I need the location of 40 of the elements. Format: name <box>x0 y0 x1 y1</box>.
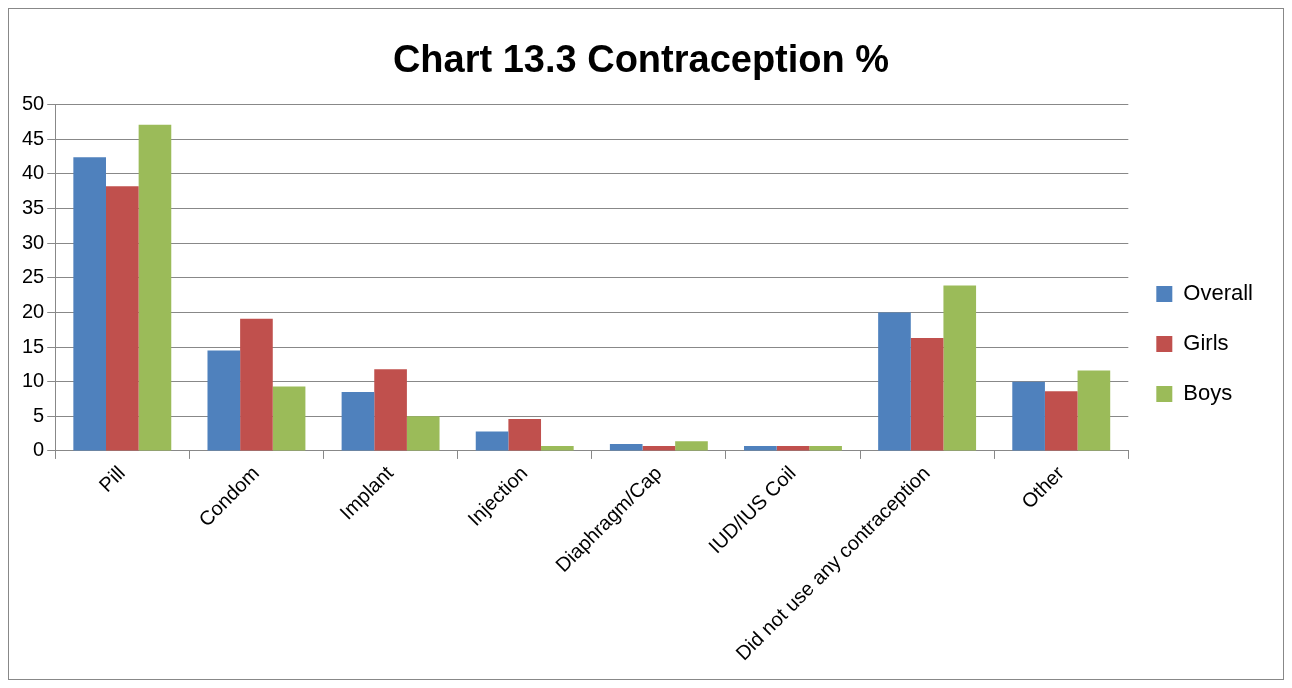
bar <box>240 318 273 451</box>
legend-label: Overall <box>1183 280 1253 306</box>
x-tick-label: Pill <box>94 461 130 496</box>
y-tick-label: 35 <box>22 196 45 219</box>
y-tick-label: 40 <box>22 161 45 184</box>
bar <box>374 369 407 451</box>
bar <box>943 285 977 451</box>
bar <box>1077 370 1111 451</box>
bar <box>642 446 676 451</box>
y-tick-label: 30 <box>22 230 45 253</box>
bar <box>675 441 708 451</box>
bar <box>207 350 241 451</box>
y-tick-label: 20 <box>22 299 45 322</box>
bar <box>878 312 911 451</box>
legend-label: Boys <box>1183 380 1233 406</box>
bar <box>1012 381 1045 451</box>
bar <box>341 392 375 451</box>
bar <box>272 386 306 451</box>
y-tick-label: 25 <box>22 265 45 288</box>
legend-label: Girls <box>1183 330 1229 356</box>
bar <box>138 124 172 451</box>
y-tick-label: 45 <box>22 126 45 149</box>
y-tick-label: 0 <box>33 438 45 461</box>
bar <box>744 446 777 451</box>
bar <box>508 419 542 451</box>
bar <box>609 444 643 451</box>
bar <box>105 186 139 451</box>
bar <box>541 446 574 451</box>
bar <box>406 416 440 451</box>
y-tick-label: 15 <box>22 334 45 357</box>
y-tick-label: 50 <box>22 92 45 115</box>
y-tick-label: 5 <box>33 403 45 426</box>
bar <box>776 446 810 451</box>
bar <box>73 157 106 451</box>
bar <box>809 446 842 451</box>
bar <box>910 338 944 451</box>
y-tick-label: 10 <box>22 369 45 392</box>
bar <box>1044 391 1078 451</box>
bar <box>475 431 509 451</box>
chart-title: Chart 13.3 Contraception % <box>392 38 890 81</box>
